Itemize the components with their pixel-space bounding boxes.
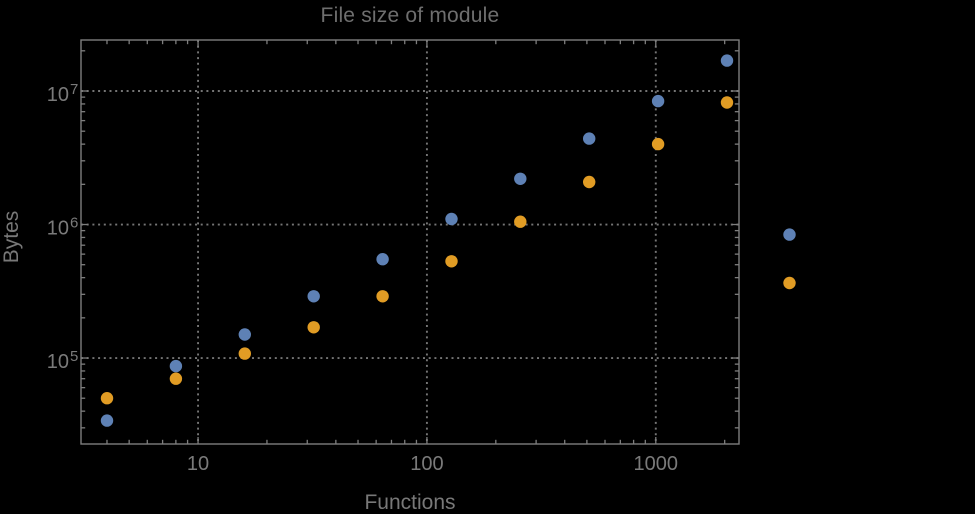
data-point (100, 392, 114, 405)
data-point (651, 94, 665, 108)
y-tick-label-exponent: 7 (70, 81, 78, 98)
y-tick-label-exponent: 5 (70, 348, 78, 365)
data-point (445, 255, 458, 268)
data-point (169, 359, 183, 373)
x-axis-label: Functions (364, 491, 456, 514)
series-1-blue (100, 54, 796, 427)
chart-title: File size of module (320, 4, 500, 27)
plot-frame (80, 39, 740, 445)
gridlines (81, 40, 739, 444)
x-tick-label: 1000 (634, 453, 679, 475)
data-point (445, 212, 458, 226)
y-tick-label-exponent: 6 (70, 215, 78, 232)
data-point (307, 321, 320, 334)
data-point (583, 132, 596, 145)
data-point (720, 96, 734, 109)
data-point (376, 290, 389, 303)
x-tick-label: 10 (187, 453, 209, 475)
data-point (100, 414, 114, 427)
data-point (376, 253, 389, 266)
series-2-orange (100, 96, 796, 405)
y-tick-label-base: 10 (47, 84, 69, 106)
data-point (238, 328, 251, 341)
data-point (583, 175, 596, 189)
data-point (307, 290, 320, 303)
y-tick-label-base: 10 (47, 218, 69, 240)
data-point (720, 54, 734, 67)
data-point (238, 347, 251, 360)
x-tick-label: 100 (410, 453, 443, 475)
y-tick-label-base: 10 (47, 351, 69, 373)
data-point (514, 215, 527, 228)
data-point (514, 172, 527, 185)
data-point (169, 372, 183, 385)
data-point (651, 137, 665, 151)
data-point (783, 276, 796, 290)
data-point (783, 228, 796, 241)
